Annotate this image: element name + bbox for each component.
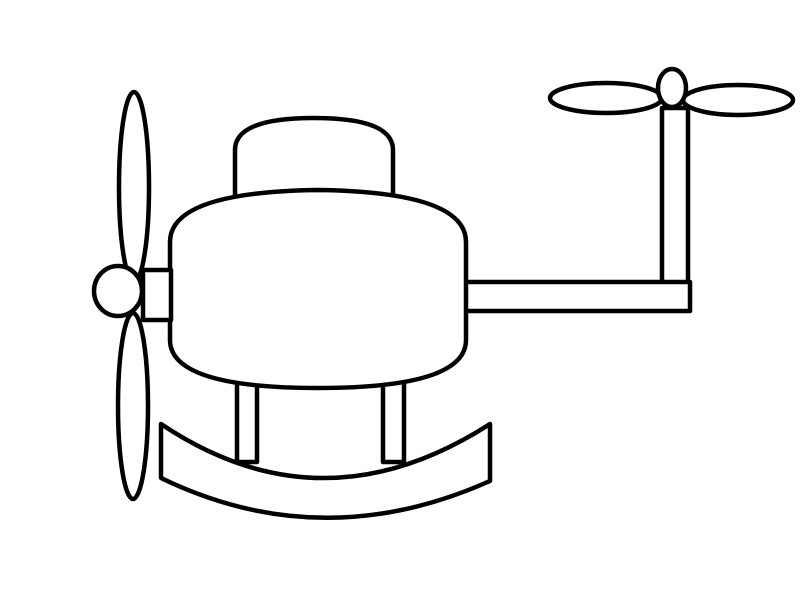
tail-boom — [459, 279, 693, 314]
main-rotor-blade-top — [116, 89, 152, 285]
skid-strut-rear — [380, 377, 407, 465]
tail-rotor-blade-left — [547, 80, 665, 116]
tail-rotor-blade-right — [680, 82, 796, 118]
skid-strut-front — [234, 379, 260, 465]
rotor-shaft-connector — [140, 267, 174, 323]
tail-rotor-mast — [659, 105, 691, 291]
main-rotor-blade-bottom — [115, 310, 151, 502]
tail-rotor-hub — [655, 66, 689, 110]
cockpit-dome — [232, 115, 396, 208]
tail-rotor — [547, 66, 796, 291]
landing-skid — [158, 421, 493, 520]
cabin-body — [167, 187, 469, 391]
main-rotor — [91, 89, 152, 502]
main-rotor-hub — [91, 263, 145, 319]
